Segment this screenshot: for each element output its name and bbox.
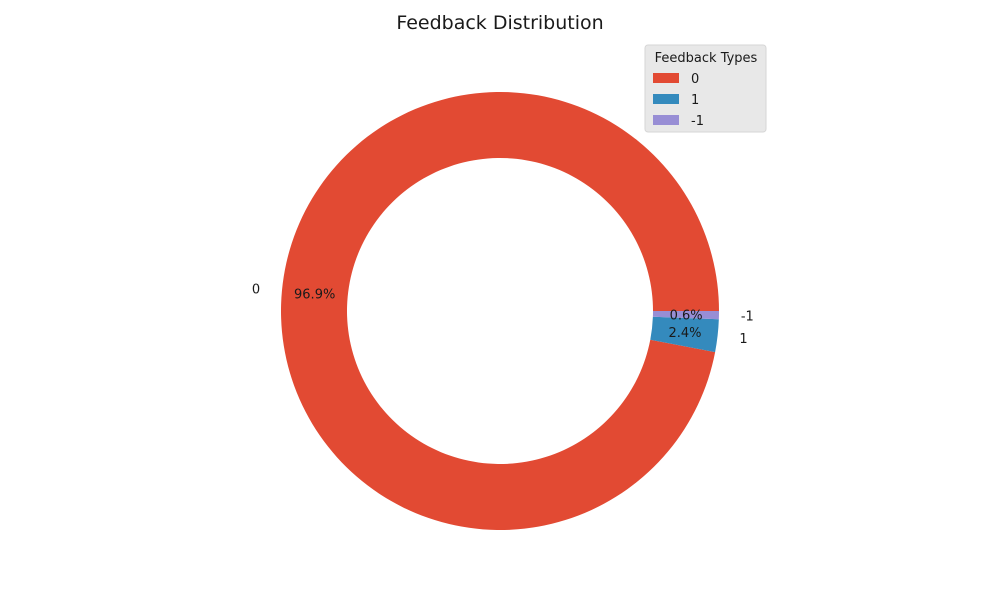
- percentage-label-one: 2.4%: [668, 326, 701, 341]
- category-label-minus-one: -1: [741, 310, 754, 325]
- donut-slices: [281, 91, 719, 531]
- chart-title: Feedback Distribution: [396, 12, 603, 34]
- percentage-labels: 96.9% 2.4% 0.6%: [294, 287, 703, 341]
- legend-label-zero: 0: [691, 72, 699, 87]
- legend-swatch-one: [653, 94, 679, 104]
- category-labels: 0 1 -1: [252, 282, 754, 347]
- category-label-zero: 0: [252, 282, 260, 297]
- category-label-one: 1: [739, 332, 747, 347]
- legend-label-one: 1: [691, 93, 699, 108]
- legend-box: [644, 44, 767, 133]
- legend-label-minus-one: -1: [691, 114, 704, 129]
- legend-title: Feedback Types: [655, 51, 758, 66]
- slice-minus-one: [652, 311, 719, 320]
- legend: Feedback Types 0 1 -1: [644, 44, 767, 133]
- legend-swatch-minus-one: [653, 115, 679, 125]
- percentage-label-zero: 96.9%: [294, 287, 335, 302]
- slice-zero: [281, 91, 719, 531]
- slice-one: [650, 316, 719, 353]
- legend-swatch-zero: [653, 73, 679, 83]
- legend-items: 0 1 -1: [653, 72, 704, 129]
- percentage-label-minus-one: 0.6%: [670, 309, 703, 324]
